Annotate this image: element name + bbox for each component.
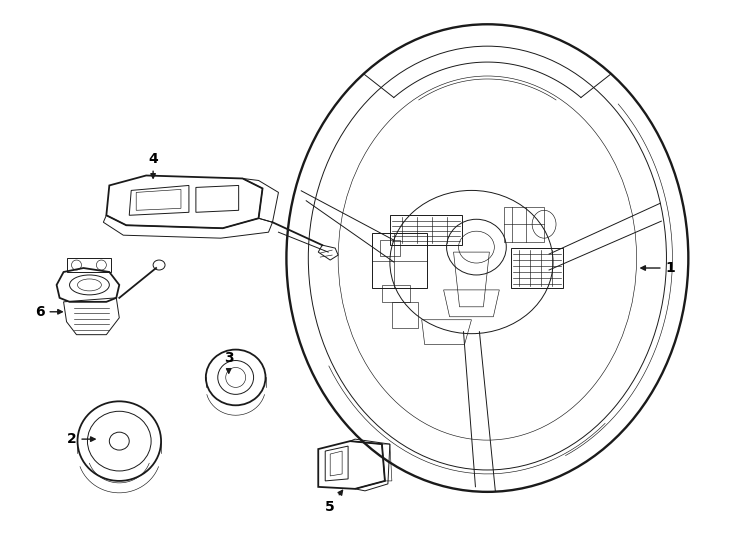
Text: 5: 5 [325, 490, 343, 514]
Text: 1: 1 [641, 261, 675, 275]
Text: 6: 6 [35, 305, 62, 319]
Text: 4: 4 [148, 152, 158, 178]
Text: 3: 3 [224, 350, 233, 373]
Text: 2: 2 [67, 432, 95, 446]
